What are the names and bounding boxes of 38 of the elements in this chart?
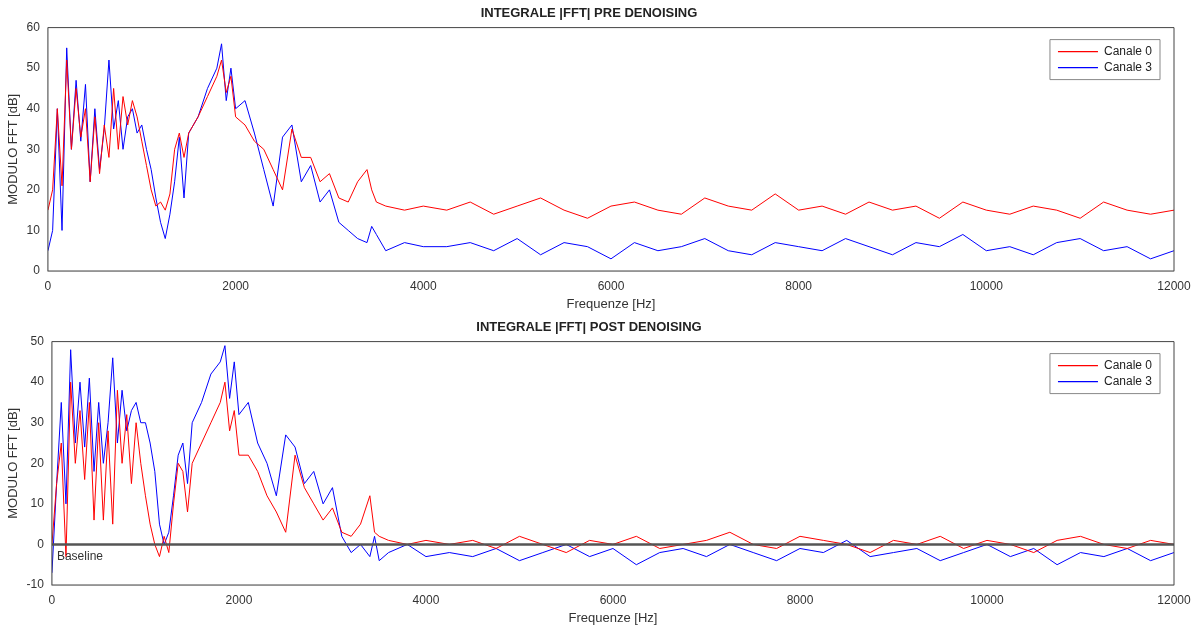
legend-label: Canale 3 xyxy=(1103,59,1153,74)
x-tick-label: 2000 xyxy=(225,592,253,607)
y-tick-label: -10 xyxy=(26,577,45,592)
legend-label: Canale 0 xyxy=(1103,43,1153,58)
x-tick-label: 4000 xyxy=(409,278,437,293)
x-axis-title: Frequenze [Hz] xyxy=(566,295,656,311)
y-tick-label: 0 xyxy=(37,536,45,551)
x-tick-label: 6000 xyxy=(599,592,627,607)
x-tick-label: 8000 xyxy=(786,592,814,607)
legend-label: Canale 0 xyxy=(1103,357,1153,372)
x-tick-label: 10000 xyxy=(969,278,1004,293)
ref-line-label: Baseline xyxy=(56,548,104,563)
x-tick-label: 8000 xyxy=(785,278,813,293)
legend-label: Canale 3 xyxy=(1103,373,1153,388)
y-tick-label: 40 xyxy=(26,101,41,116)
y-tick-label: 0 xyxy=(33,263,41,278)
y-axis-title: MODULO FFT [dB] xyxy=(5,93,21,205)
x-tick-label: 2000 xyxy=(222,278,250,293)
y-tick-label: 50 xyxy=(30,333,45,348)
x-tick-label: 6000 xyxy=(597,278,625,293)
y-tick-label: 20 xyxy=(26,182,41,197)
y-tick-label: 10 xyxy=(30,496,45,511)
chart-title: INTEGRALE |FFT| PRE DENOISING xyxy=(480,5,698,21)
x-tick-label: 10000 xyxy=(970,592,1004,607)
x-tick-label: 0 xyxy=(48,592,56,607)
x-tick-label: 4000 xyxy=(412,592,440,607)
chart-title: INTEGRALE |FFT| POST DENOISING xyxy=(476,319,702,335)
y-tick-label: 40 xyxy=(30,374,45,389)
y-tick-label: 10 xyxy=(26,222,41,237)
x-tick-label: 12000 xyxy=(1157,278,1192,293)
y-tick-label: 20 xyxy=(30,455,45,470)
y-tick-label: 60 xyxy=(26,19,41,34)
x-tick-label: 12000 xyxy=(1157,592,1192,607)
y-tick-label: 30 xyxy=(26,141,41,156)
y-axis-title: MODULO FFT [dB] xyxy=(5,407,21,519)
y-tick-label: 30 xyxy=(30,415,45,430)
y-tick-label: 50 xyxy=(26,60,41,75)
x-axis-title: Frequenze [Hz] xyxy=(568,609,658,625)
